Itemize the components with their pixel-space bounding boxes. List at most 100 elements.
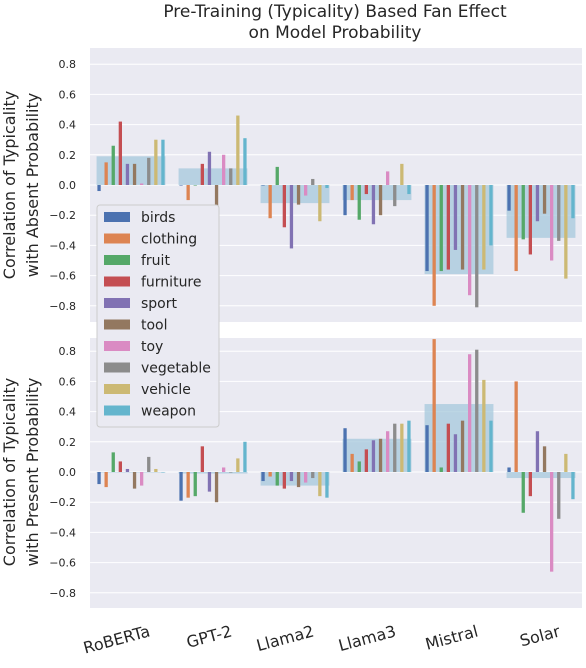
x-tick-label: RoBERTa	[81, 622, 152, 658]
bar-tool	[460, 185, 465, 270]
bar-vehicle	[564, 185, 568, 279]
bar-vegetable	[229, 168, 233, 185]
bar-furniture	[282, 185, 286, 228]
legend-label-vehicle: vehicle	[141, 382, 191, 398]
bar-toy	[222, 154, 226, 185]
mean-bar	[506, 185, 576, 238]
legend-label-furniture: furniture	[141, 275, 202, 291]
bar-tool	[378, 185, 383, 216]
y-tick-label: 0.4	[59, 406, 77, 419]
bar-sport	[453, 185, 458, 250]
bar-fruit	[439, 185, 443, 272]
bar-birds	[425, 425, 429, 472]
x-tick-label: Mistral	[423, 622, 480, 654]
bar-furniture	[282, 472, 286, 489]
bar-weapon	[571, 185, 575, 219]
bar-fruit	[357, 461, 361, 472]
y-tick-label: 0.8	[59, 345, 77, 358]
model-axis-labels: RoBERTa GPT-2 Llama2 Llama3 Mistral Solar	[81, 621, 562, 657]
bar-vehicle	[564, 453, 568, 472]
bar-tool	[132, 163, 137, 185]
y-tick-label: −0.8	[49, 587, 76, 600]
absent-probability-panel: 0.8 0.6 0.4 0.2 0.0 −0.2 −0.4 −0.6 −0.8 Correlati…	[0, 48, 582, 322]
bar-toy	[550, 185, 554, 261]
bar-sport	[535, 185, 540, 222]
bar-vegetable	[311, 472, 315, 479]
bar-vehicle	[236, 115, 240, 185]
legend-swatch-weapon	[104, 405, 130, 416]
legend-swatch-tool	[104, 319, 130, 330]
bar-weapon	[325, 472, 329, 498]
bar-weapon	[243, 441, 247, 472]
bar-vegetable	[147, 157, 151, 185]
bar-fruit	[111, 452, 115, 472]
bar-furniture	[364, 185, 368, 195]
legend-swatch-sport	[104, 298, 130, 308]
bar-sport	[207, 151, 212, 185]
legend-label-tool: tool	[141, 318, 168, 334]
legend-swatch-birds	[104, 212, 130, 222]
y-tick-label: −0.8	[49, 300, 76, 313]
bar-furniture	[528, 185, 532, 255]
legend-swatch-toy	[104, 341, 130, 351]
bar-weapon	[161, 139, 165, 185]
bar-furniture	[446, 423, 450, 472]
y-tick-label: −0.6	[49, 270, 76, 283]
bar-fruit	[521, 472, 525, 513]
bar-furniture	[118, 121, 122, 185]
bar-sport	[371, 185, 376, 225]
x-tick-label: Llama2	[254, 622, 316, 656]
mean-bar	[96, 472, 166, 473]
bar-sport	[535, 431, 540, 472]
legend-swatch-clothing	[104, 233, 130, 244]
legend-label-weapon: weapon	[141, 404, 196, 420]
bar-toy	[140, 472, 144, 486]
bar-birds	[507, 185, 511, 211]
x-tick-label: Llama3	[336, 622, 398, 656]
bar-birds	[97, 185, 101, 192]
bar-vehicle	[400, 163, 404, 185]
bar-sport	[371, 440, 376, 472]
bar-fruit	[439, 467, 443, 472]
bar-birds	[261, 472, 265, 482]
bar-vegetable	[229, 472, 233, 473]
bar-furniture	[118, 461, 122, 472]
legend-label-vegetable: vegetable	[141, 361, 211, 377]
bar-fruit	[193, 185, 197, 186]
bar-tool	[132, 472, 137, 489]
bar-toy	[468, 354, 472, 472]
y-axis-title: Correlation of Typicality with Absent Pro…	[0, 91, 42, 279]
bar-clothing	[350, 453, 354, 472]
bar-vehicle	[236, 458, 240, 472]
y-tick-label: −0.2	[49, 209, 76, 222]
mean-bar	[342, 438, 412, 472]
bar-vegetable	[393, 185, 397, 207]
bar-clothing	[432, 185, 436, 306]
bar-toy	[222, 467, 226, 472]
y-tick-label: −0.6	[49, 557, 76, 570]
bar-weapon	[325, 185, 329, 189]
bar-furniture	[200, 446, 204, 472]
legend-swatch-vehicle	[104, 384, 130, 394]
bar-tool	[214, 472, 219, 503]
bar-vegetable	[557, 185, 561, 241]
bar-clothing	[350, 185, 354, 201]
mean-bar	[178, 472, 248, 474]
bar-sport	[289, 472, 294, 482]
bar-clothing	[268, 185, 272, 219]
bar-clothing	[514, 381, 518, 472]
y-tick-label: 0.6	[59, 375, 77, 388]
bar-fruit	[111, 145, 115, 185]
bar-clothing	[104, 472, 108, 488]
figure-title-line1: Pre-Training (Typicality) Based Fan Effe…	[163, 2, 507, 22]
legend-swatch-furniture	[104, 276, 130, 287]
bar-vegetable	[311, 178, 315, 185]
bar-weapon	[407, 420, 411, 472]
bar-vegetable	[557, 472, 561, 519]
bar-birds	[425, 185, 429, 272]
x-tick-label: GPT-2	[184, 622, 234, 652]
bar-clothing	[186, 185, 190, 201]
mean-bar	[260, 185, 330, 204]
bar-vehicle	[318, 185, 322, 222]
